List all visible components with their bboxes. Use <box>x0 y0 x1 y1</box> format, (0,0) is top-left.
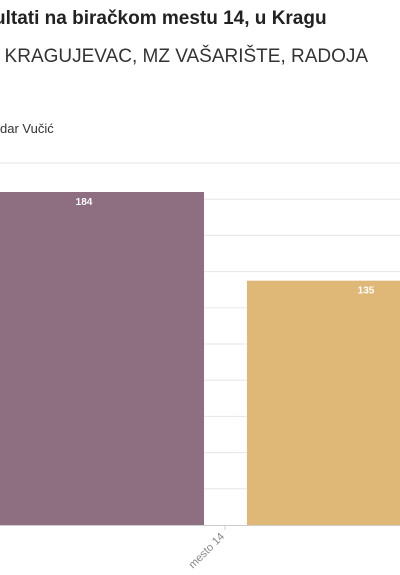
bars <box>0 192 400 525</box>
x-tick-label: mesto 14 <box>187 531 227 571</box>
x-axis: mesto 14 <box>0 525 400 571</box>
bar-value-label: 184 <box>76 197 93 208</box>
bar-value-label: 135 <box>358 286 375 297</box>
chart-subtitle: , KRAGUJEVAC, MZ VAŠARIŠTE, RADOJA <box>0 46 369 67</box>
bar-labels: 184 135 <box>76 197 375 297</box>
bar-series-1 <box>0 192 204 525</box>
bar-series-2 <box>247 280 400 525</box>
chart-title: ultati na biračkom mestu 14, u Kragu <box>0 8 327 29</box>
legend-entry: dar Vučić <box>0 121 54 136</box>
